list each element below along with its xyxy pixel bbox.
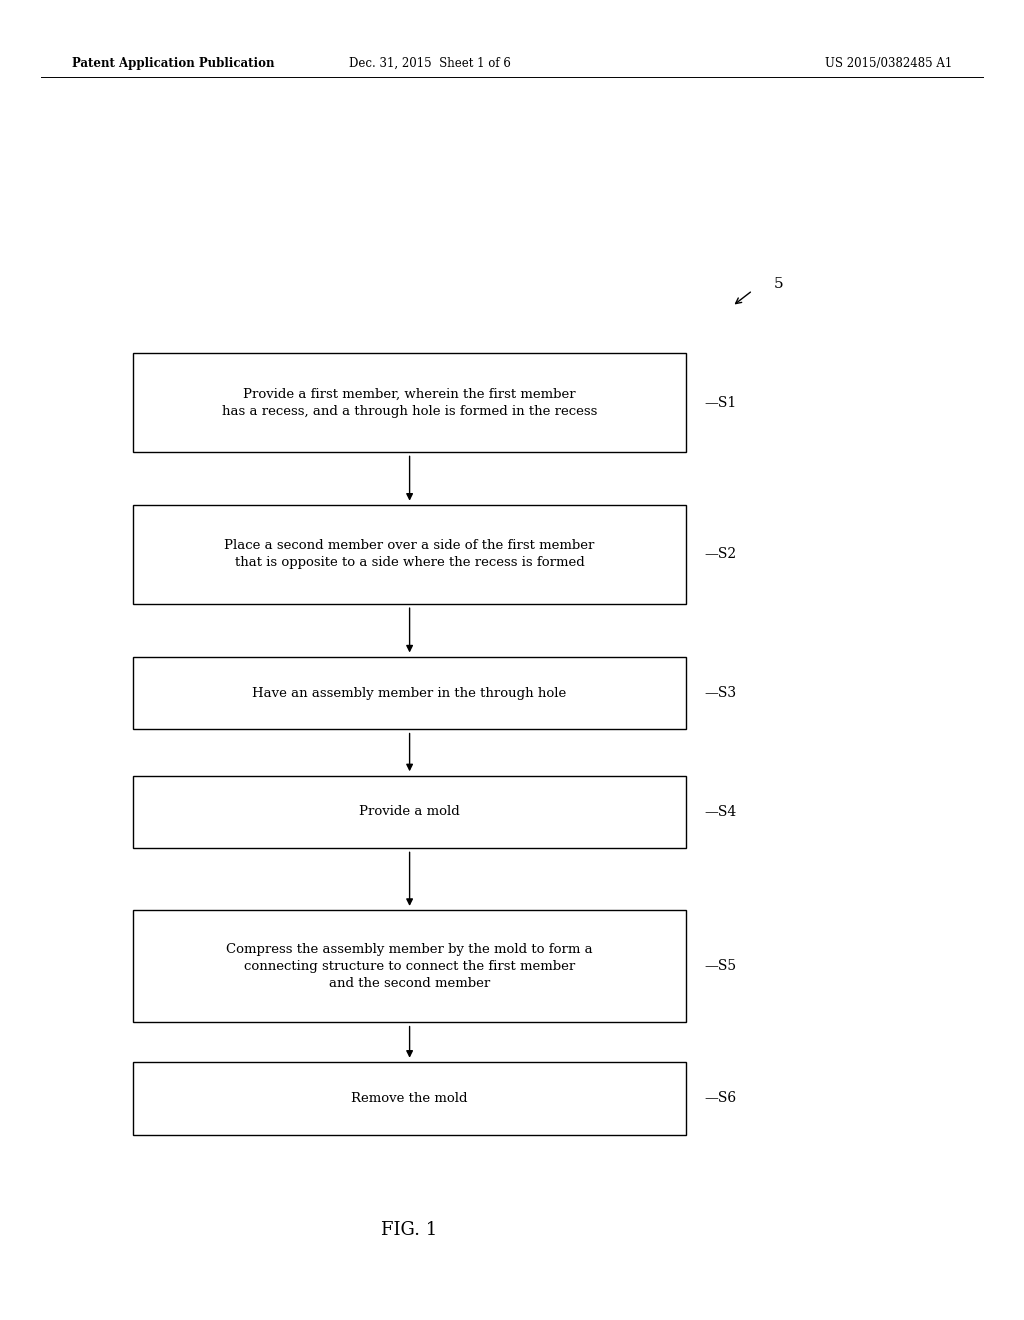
Text: Patent Application Publication: Patent Application Publication [72, 57, 274, 70]
Bar [133, 1061, 686, 1134]
Text: Have an assembly member in the through hole: Have an assembly member in the through h… [253, 686, 566, 700]
Text: Remove the mold: Remove the mold [351, 1092, 468, 1105]
Text: —S1: —S1 [705, 396, 736, 409]
Text: —S5: —S5 [705, 960, 736, 973]
Text: —S4: —S4 [705, 805, 736, 818]
Text: US 2015/0382485 A1: US 2015/0382485 A1 [825, 57, 952, 70]
Text: Provide a first member, wherein the first member
has a recess, and a through hol: Provide a first member, wherein the firs… [222, 388, 597, 417]
Bar [133, 911, 686, 1022]
Text: —S3: —S3 [705, 686, 736, 700]
Bar [133, 776, 686, 849]
Text: —S6: —S6 [705, 1092, 736, 1105]
Bar [133, 657, 686, 729]
Bar [133, 506, 686, 605]
Bar [133, 354, 686, 451]
Text: Provide a mold: Provide a mold [359, 805, 460, 818]
Text: 5: 5 [773, 277, 783, 290]
Text: FIG. 1: FIG. 1 [382, 1221, 437, 1239]
Text: Place a second member over a side of the first member
that is opposite to a side: Place a second member over a side of the… [224, 540, 595, 569]
Text: Compress the assembly member by the mold to form a
connecting structure to conne: Compress the assembly member by the mold… [226, 942, 593, 990]
Text: Dec. 31, 2015  Sheet 1 of 6: Dec. 31, 2015 Sheet 1 of 6 [349, 57, 511, 70]
Text: —S2: —S2 [705, 548, 736, 561]
